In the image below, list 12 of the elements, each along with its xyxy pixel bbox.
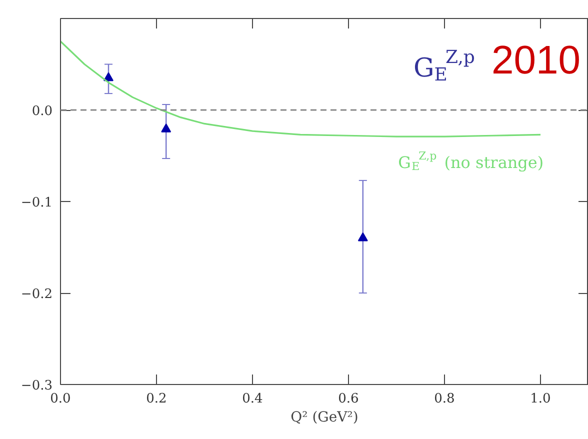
annotation: 2010 <box>492 38 580 82</box>
x-tick-label: 0.2 <box>146 392 167 406</box>
x-tick-label: 0.6 <box>338 392 359 406</box>
y-tick-label: −0.1 <box>20 196 53 210</box>
x-axis-title: Q² (GeV²) <box>290 410 358 426</box>
x-tick-label: 0.8 <box>434 392 455 406</box>
y-tick-label: −0.2 <box>20 287 53 302</box>
y-tick-label: −0.3 <box>20 378 53 394</box>
x-tick-label: 0.4 <box>242 392 263 406</box>
x-tick-label: 1.0 <box>530 392 551 406</box>
y-tick-label: 0.0 <box>32 104 53 119</box>
x-tick-label: 0.0 <box>50 392 71 406</box>
